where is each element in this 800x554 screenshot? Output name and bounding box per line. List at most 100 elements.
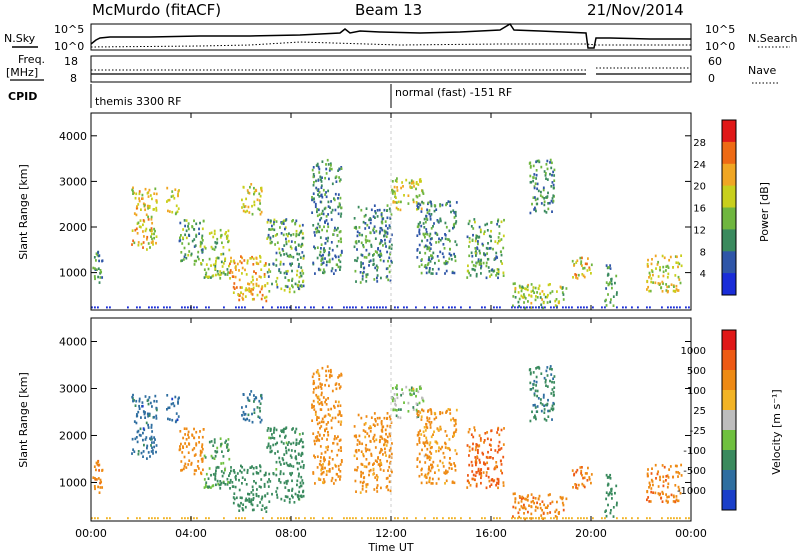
velocity-cell	[215, 451, 218, 454]
power-cell	[298, 262, 300, 266]
velocity-cell	[662, 480, 665, 483]
power-cell	[530, 290, 533, 293]
velocity-cell	[491, 478, 494, 481]
power-cell	[379, 249, 382, 253]
power-cell	[660, 286, 662, 290]
power-cell	[237, 293, 240, 297]
velocity-cell	[149, 401, 152, 405]
velocity-cell	[421, 467, 423, 471]
velocity-cell	[275, 473, 278, 477]
velocity-cell	[275, 428, 278, 432]
velocity-cell	[484, 432, 487, 435]
power-cell	[540, 202, 543, 205]
velocity-cell	[285, 461, 288, 465]
velocity-cell	[276, 486, 279, 490]
velocity-cell	[340, 449, 343, 452]
velocity-cell	[431, 477, 434, 481]
power-cell	[346, 306, 348, 309]
velocity-cell	[673, 517, 675, 520]
velocity-cell	[374, 418, 377, 421]
power-cell	[381, 228, 384, 232]
velocity-cell	[429, 469, 432, 473]
power-cell	[157, 306, 159, 309]
velocity-cell	[470, 460, 473, 464]
power-cell	[235, 286, 238, 289]
power-cell	[260, 275, 262, 279]
velocity-cell	[486, 461, 489, 465]
power-cell	[449, 239, 451, 243]
velocity-cell	[545, 369, 548, 373]
velocity-cell	[447, 408, 450, 411]
velocity-cell	[514, 500, 517, 504]
velocity-cell	[541, 517, 543, 520]
velocity-cell	[546, 374, 549, 377]
velocity-cell	[454, 418, 457, 422]
velocity-cell	[288, 464, 291, 468]
velocity-cell	[332, 442, 334, 445]
power-cell	[657, 282, 660, 285]
power-cell	[372, 258, 375, 261]
velocity-cell	[139, 517, 141, 520]
power-cell	[288, 255, 291, 258]
power-cell	[433, 222, 435, 225]
velocity-cell	[216, 446, 219, 450]
velocity-cell	[216, 465, 219, 469]
power-cell	[242, 209, 245, 213]
power-cell	[145, 227, 148, 231]
power-cell	[646, 306, 648, 309]
power-cell	[336, 244, 339, 248]
velocity-cell	[172, 402, 175, 405]
power-cell	[520, 294, 523, 298]
power-cell	[228, 248, 231, 252]
power-cell	[320, 247, 322, 250]
power-cell	[542, 186, 545, 190]
power-cell	[326, 158, 329, 162]
power-cell	[177, 207, 180, 210]
power-cell	[147, 207, 150, 210]
power-cell	[169, 306, 171, 309]
power-cell	[253, 270, 255, 273]
power-cell	[264, 262, 267, 265]
power-cell	[543, 197, 546, 200]
velocity-cell	[259, 501, 262, 504]
velocity-cell	[480, 476, 482, 480]
power-cell	[555, 298, 558, 301]
power-cell	[652, 281, 655, 284]
velocity-cell	[271, 517, 273, 520]
colorbar-tick-label: 16	[693, 204, 706, 215]
power-cell	[418, 230, 421, 234]
velocity-cell	[551, 500, 554, 504]
velocity-cell	[286, 479, 289, 483]
power-cell	[430, 227, 433, 230]
velocity-cell	[536, 394, 539, 398]
velocity-cell	[396, 384, 398, 387]
power-cell	[586, 306, 588, 309]
power-cell	[324, 249, 326, 252]
power-cell	[489, 275, 491, 278]
velocity-cell	[437, 468, 440, 472]
power-cell	[676, 306, 678, 309]
velocity-cell	[423, 454, 426, 458]
velocity-cell	[446, 470, 449, 473]
power-cell	[480, 265, 483, 268]
velocity-cell	[285, 480, 288, 483]
velocity-cell	[389, 417, 392, 421]
power-cell	[649, 289, 652, 293]
velocity-cell	[275, 468, 278, 471]
power-cell	[311, 196, 313, 199]
velocity-cell	[680, 463, 683, 467]
velocity-cell	[338, 439, 341, 442]
power-cell	[325, 163, 327, 166]
power-cell	[425, 271, 428, 275]
power-cell	[298, 231, 301, 235]
velocity-cell	[376, 517, 378, 520]
velocity-cell	[295, 438, 298, 442]
colorbar-frame	[721, 329, 737, 511]
velocity-cell	[149, 437, 151, 440]
power-cell	[663, 256, 666, 260]
power-cell	[542, 306, 545, 310]
velocity-cell	[224, 441, 227, 444]
power-cell	[545, 211, 548, 214]
velocity-cell	[396, 393, 399, 396]
power-cell	[484, 306, 486, 309]
